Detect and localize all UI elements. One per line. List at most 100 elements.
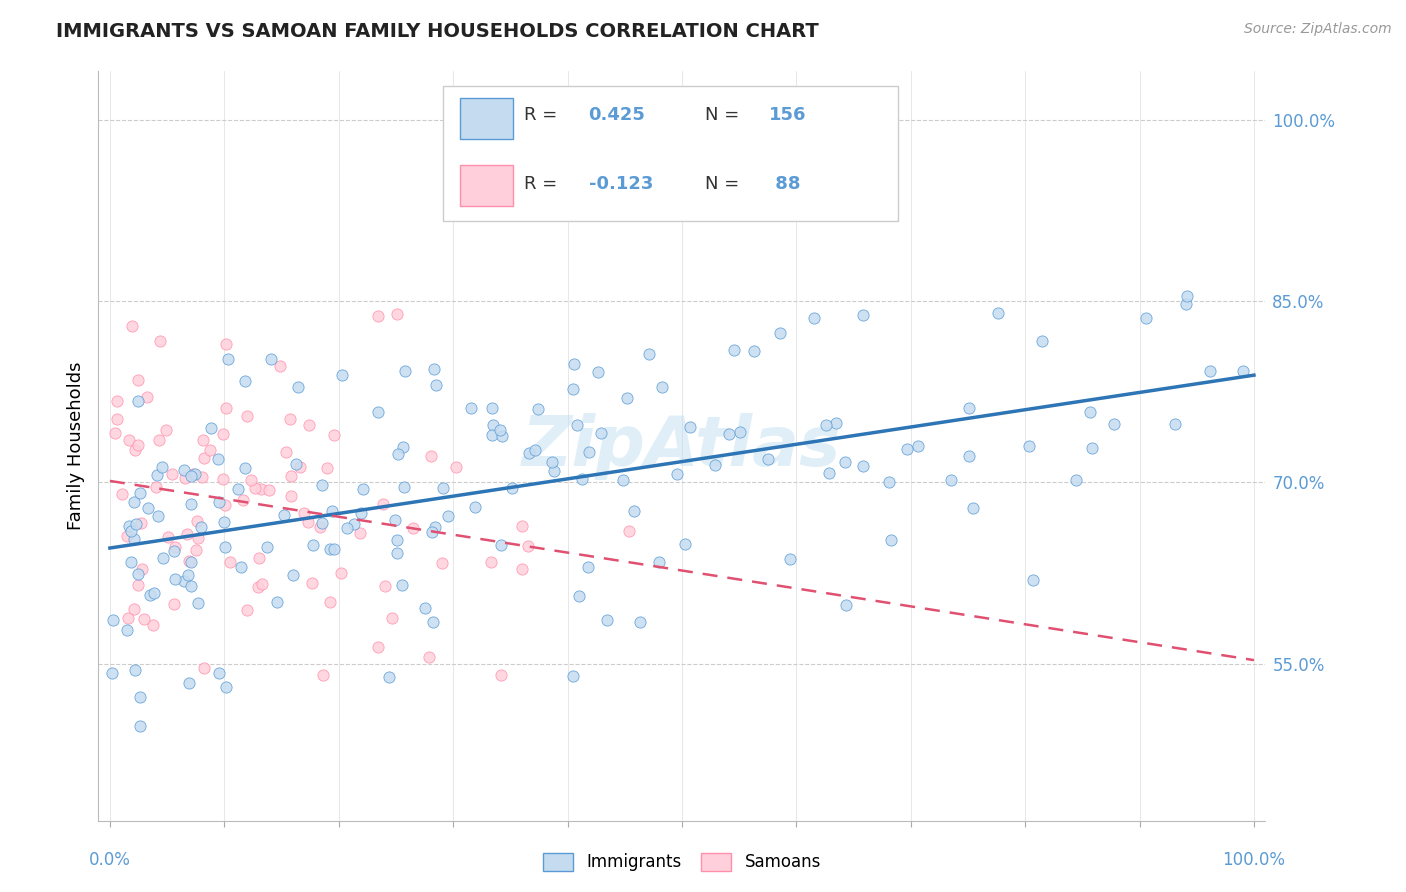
Point [834,455,856,469]
Y-axis label: Family Households: Family Households [66,362,84,530]
Point [481,401,503,415]
Point [226,482,249,496]
Point [157,530,180,544]
Point [163,540,186,554]
Point [432,481,454,495]
Point [187,596,209,610]
Point [880,533,903,547]
Point [152,550,174,565]
Point [524,442,547,457]
Point [612,474,634,488]
Point [124,663,146,677]
Point [127,567,149,582]
Point [177,568,200,582]
Point [1022,574,1045,588]
Point [179,676,201,690]
Text: N =: N = [706,175,745,193]
Point [852,308,875,322]
Point [290,460,312,475]
Point [373,497,395,511]
Point [184,467,207,482]
Point [321,504,343,518]
Point [704,458,727,472]
Point [742,344,765,359]
Point [184,542,207,557]
Point [803,311,825,326]
Point [349,526,371,541]
Point [596,613,619,627]
Point [818,466,841,480]
Point [155,423,177,437]
Point [236,409,259,424]
Point [191,433,214,447]
Point [319,595,342,609]
Point [243,481,266,495]
Point [825,416,848,430]
Text: 0.425: 0.425 [589,106,645,124]
Point [215,680,238,694]
Point [350,506,373,520]
Point [343,516,366,531]
Point [628,615,651,629]
Point [181,467,204,482]
Point [217,352,239,367]
Point [374,579,396,593]
Point [425,378,447,392]
Point [266,595,288,609]
Point [589,426,612,441]
Point [280,490,302,504]
Point [115,529,138,543]
Point [187,532,209,546]
Point [311,668,333,682]
Point [136,390,159,404]
Point [391,578,413,592]
Point [256,540,278,554]
Legend: Immigrants, Samoans: Immigrants, Samoans [534,845,830,880]
Point [756,452,779,467]
Point [273,508,295,523]
Point [128,719,150,733]
Point [129,516,152,530]
Point [957,401,980,416]
Point [517,539,540,553]
Point [501,481,523,495]
Point [120,555,142,569]
Point [260,352,283,367]
Point [146,509,169,524]
Point [1135,311,1157,326]
Point [219,555,242,569]
Point [430,556,453,570]
Point [1018,439,1040,453]
FancyBboxPatch shape [460,165,513,206]
Point [142,586,165,600]
Point [330,368,353,382]
Point [214,540,236,554]
Point [392,440,415,454]
Point [180,555,202,569]
Point [127,373,149,387]
Point [651,379,673,393]
Point [491,668,513,682]
Point [488,423,510,437]
Point [562,358,585,372]
Point [315,461,337,475]
Point [1078,405,1101,419]
Point [444,460,467,475]
Point [129,690,152,705]
Point [510,562,533,576]
Point [402,521,425,535]
Point [479,555,502,569]
Point [561,669,583,683]
Point [330,566,353,580]
Point [180,579,202,593]
Point [118,433,141,447]
Point [146,468,169,483]
FancyBboxPatch shape [460,97,513,139]
Point [543,464,565,478]
Point [212,515,235,529]
Point [510,519,533,533]
Point [616,391,638,405]
Point [229,560,252,574]
Point [163,597,186,611]
Point [122,532,145,546]
